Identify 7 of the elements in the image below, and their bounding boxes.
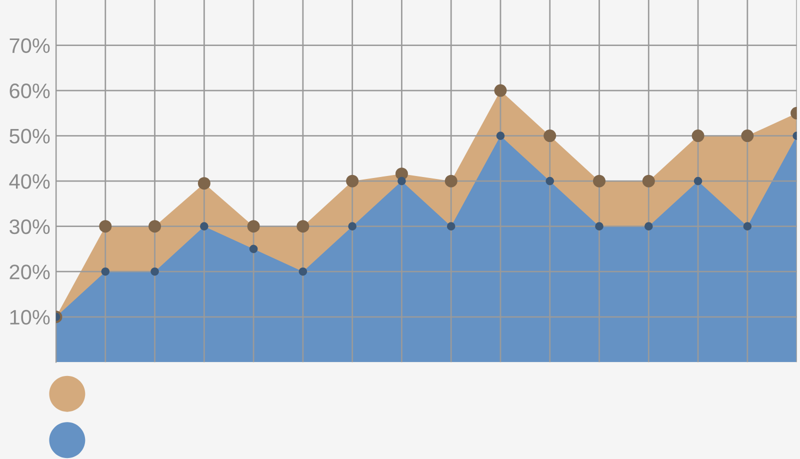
y-tick-label: 30% <box>10 219 50 234</box>
y-tick-label: 50% <box>10 128 50 144</box>
y-tick-label: 70% <box>10 38 50 54</box>
y-tick-label: 20% <box>10 264 50 280</box>
y-tick-label: 10% <box>10 310 50 325</box>
y-tick-label: 60% <box>10 84 50 98</box>
y-tick-label: 40% <box>9 174 50 189</box>
